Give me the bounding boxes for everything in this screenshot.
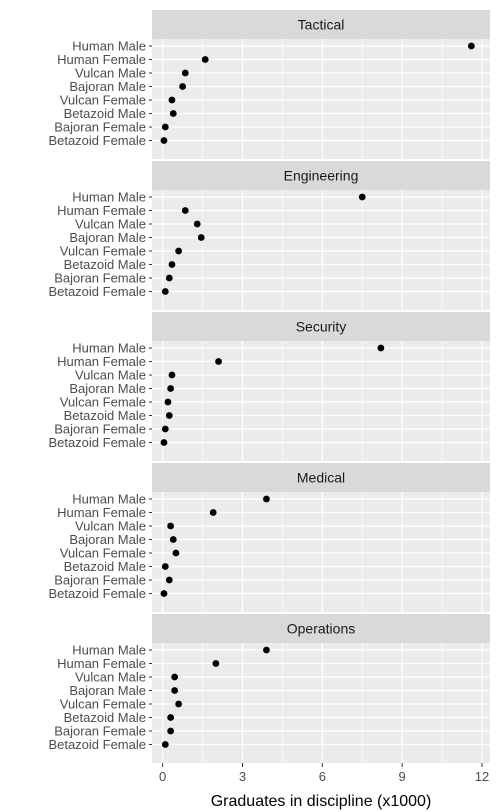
category-label: Vulcan Female [60,93,146,108]
data-point [168,371,176,379]
category-label: Bajoran Male [69,532,146,547]
data-point [175,247,183,255]
data-point [165,274,173,282]
category-label: Vulcan Female [60,697,146,712]
data-point [160,439,168,446]
category-label: Betazoid Female [48,284,146,299]
facet-title: Operations [287,621,355,637]
category-label: Human Male [72,190,146,205]
data-point [161,563,169,570]
data-point [168,96,176,104]
data-point [161,425,169,433]
category-label: Betazoid Female [48,133,146,148]
facet-title: Medical [297,470,345,486]
data-point [263,495,270,503]
category-label: Vulcan Female [60,395,146,410]
category-label: Betazoid Male [64,710,146,725]
data-point [169,536,177,543]
facet-title: Tactical [298,17,345,33]
category-label: Human Female [57,656,146,671]
category-label: Bajoran Female [54,573,146,588]
data-point [181,69,189,77]
category-label: Human Male [72,492,146,507]
data-point [165,576,173,584]
data-point [197,234,205,241]
category-label: Human Female [57,354,146,369]
data-point [193,220,201,228]
category-label: Vulcan Female [60,244,146,259]
data-point [161,288,169,295]
data-point [167,522,175,530]
category-label: Betazoid Male [64,408,146,423]
category-label: Betazoid Male [64,106,146,121]
category-label: Human Female [57,203,146,218]
category-label: Human Male [72,643,146,658]
category-label: Human Male [72,39,146,54]
category-label: Bajoran Female [54,422,146,437]
x-tick-label: 0 [159,769,166,784]
data-point [160,137,168,144]
data-point [358,193,366,201]
data-point [201,56,209,63]
x-tick-label: 6 [319,769,326,784]
data-point [215,358,222,365]
data-point [164,398,172,406]
data-point [175,700,183,708]
facet-strip [152,161,490,190]
data-point [209,509,217,516]
category-label: Bajoran Female [54,724,146,739]
category-label: Vulcan Male [75,368,146,383]
category-label: Bajoran Male [69,230,146,245]
x-tick-label: 9 [399,769,406,784]
category-label: Vulcan Male [75,66,146,81]
facet-strip [152,463,490,492]
category-label: Vulcan Female [60,546,146,561]
data-point [212,660,220,667]
data-point [181,207,189,214]
facet-strip [152,312,490,341]
data-point [167,385,175,392]
data-point [161,123,169,131]
category-label: Bajoran Female [54,120,146,135]
data-point [167,727,175,735]
data-point [179,83,187,90]
data-point [165,412,173,419]
category-label: Betazoid Female [48,737,146,752]
x-axis-title: Graduates in discipline (x1000) [211,793,432,810]
data-point [168,261,176,268]
data-point [161,741,169,748]
category-label: Bajoran Male [69,381,146,396]
data-point [377,344,385,352]
data-point [160,590,168,597]
facet-strip [152,10,490,39]
category-label: Human Female [57,52,146,67]
category-label: Bajoran Male [69,683,146,698]
data-point [263,646,270,654]
category-label: Betazoid Male [64,257,146,272]
data-point [172,549,180,557]
data-point [467,42,475,50]
category-label: Bajoran Male [69,79,146,94]
category-label: Betazoid Female [48,435,146,450]
category-label: Betazoid Female [48,586,146,601]
facet-strip [152,614,490,643]
category-label: Vulcan Male [75,519,146,534]
facet-title: Engineering [284,168,359,184]
facet-title: Security [296,319,347,335]
category-label: Human Female [57,505,146,520]
category-label: Human Male [72,341,146,356]
category-label: Bajoran Female [54,271,146,286]
data-point [169,110,177,117]
category-label: Vulcan Male [75,670,146,685]
category-label: Vulcan Male [75,217,146,232]
x-tick-label: 12 [475,769,489,784]
x-tick-label: 3 [239,769,246,784]
category-label: Betazoid Male [64,559,146,574]
data-point [171,687,179,694]
data-point [171,673,179,681]
data-point [167,714,175,721]
